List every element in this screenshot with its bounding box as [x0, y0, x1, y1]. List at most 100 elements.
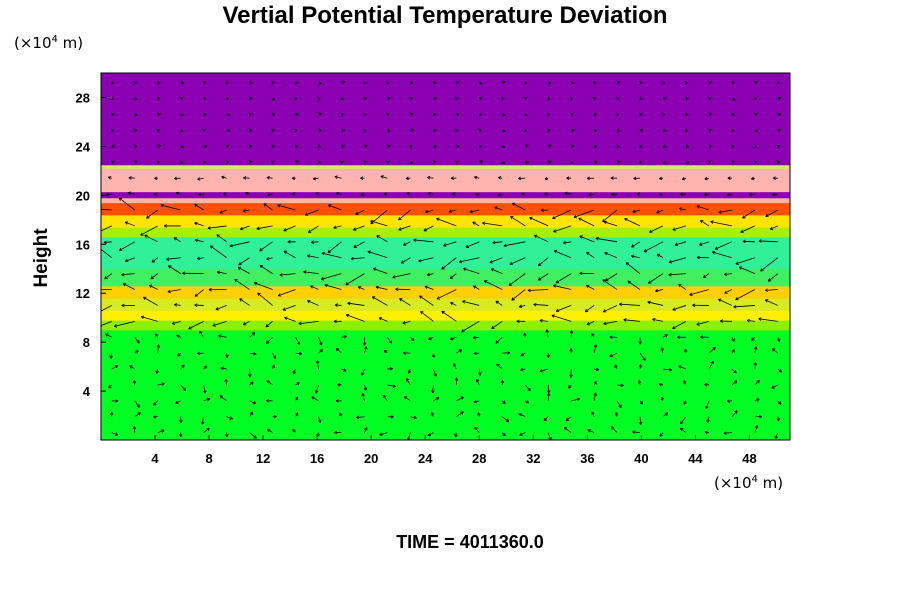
vector-arrow — [765, 209, 779, 218]
vector-arrow — [134, 350, 139, 354]
vector-arrow — [104, 273, 113, 280]
vector-arrow — [318, 349, 324, 354]
vector-arrow — [727, 176, 732, 180]
vector-arrow — [410, 81, 414, 85]
vector-arrow — [588, 192, 595, 197]
vector-arrow — [616, 144, 620, 149]
vector-arrow — [363, 96, 367, 101]
vector-arrow — [639, 128, 643, 133]
vector-arrow — [410, 128, 414, 132]
vector-arrow — [518, 176, 526, 181]
vector-arrow — [764, 288, 778, 293]
vector-arrow — [423, 225, 434, 232]
vector-arrow — [742, 209, 756, 219]
vector-arrow — [632, 430, 641, 434]
vector-arrow — [524, 384, 531, 392]
vector-arrow — [134, 112, 138, 117]
vector-arrow — [592, 97, 596, 101]
vector-arrow — [616, 129, 621, 133]
vector-arrow — [473, 399, 480, 404]
vector-arrow — [547, 96, 551, 101]
vector-arrow — [111, 399, 119, 403]
vector-arrow — [520, 367, 526, 372]
vector-arrow — [593, 112, 597, 117]
vector-arrow — [661, 112, 665, 117]
vector-arrow — [639, 112, 643, 117]
vector-arrow — [399, 298, 411, 306]
vector-arrow — [361, 393, 365, 401]
vector-arrow — [317, 97, 321, 101]
vector-arrow — [341, 144, 345, 149]
y-tick-label: 20 — [76, 188, 90, 203]
vector-arrow — [203, 397, 211, 402]
vector-arrow — [387, 337, 392, 344]
vector-arrow — [386, 80, 390, 85]
vector-arrow — [537, 273, 549, 281]
vector-arrow — [341, 80, 345, 85]
vector-arrow — [295, 112, 299, 117]
vector-arrow — [754, 379, 760, 386]
vector-arrow — [475, 192, 480, 197]
vector-arrow — [696, 320, 710, 326]
vector-arrow — [398, 225, 411, 231]
x-tick-label: 36 — [580, 451, 594, 466]
vector-arrow — [571, 128, 575, 133]
vector-arrow — [508, 273, 526, 286]
vector-arrow — [156, 344, 161, 354]
vector-arrow — [553, 250, 572, 259]
vector-arrow — [167, 289, 181, 294]
vector-arrow — [564, 191, 572, 196]
vector-arrow — [203, 144, 208, 149]
vector-arrow — [315, 192, 319, 196]
vector-arrow — [738, 266, 756, 274]
vector-arrow — [639, 96, 643, 101]
vector-arrow — [353, 225, 365, 231]
vector-arrow — [672, 320, 687, 329]
vector-arrow — [708, 112, 713, 117]
vector-arrow — [602, 279, 618, 290]
vector-arrow — [105, 333, 112, 338]
vector-arrow — [156, 160, 160, 165]
vector-arrow — [395, 287, 411, 292]
vector-arrow — [355, 209, 365, 215]
vector-arrow — [696, 205, 710, 211]
vector-arrow — [209, 245, 227, 259]
vector-arrow — [774, 432, 779, 440]
vector-arrow — [103, 240, 112, 245]
vector-arrow — [569, 96, 574, 101]
field-layer-6 — [101, 236, 790, 270]
vector-arrow — [403, 396, 411, 402]
vector-arrow — [166, 257, 181, 261]
vector-arrow — [179, 97, 184, 101]
vector-arrow — [219, 395, 227, 402]
vector-arrow — [194, 221, 204, 227]
vector-arrow — [731, 144, 735, 149]
vector-arrow — [511, 202, 526, 211]
vector-arrow — [427, 175, 434, 180]
vector-arrow — [134, 412, 141, 418]
vector-arrow — [134, 400, 140, 408]
vector-arrow — [772, 192, 778, 197]
vector-arrow — [585, 284, 595, 290]
vector-arrow — [340, 112, 344, 117]
vector-arrow — [483, 280, 503, 290]
vector-arrow — [428, 336, 434, 341]
vector-arrow — [685, 144, 689, 149]
vector-arrow — [452, 363, 457, 370]
vector-arrow — [662, 96, 667, 101]
vector-arrow — [478, 96, 483, 101]
vector-arrow — [224, 378, 228, 386]
field-layer-13 — [101, 164, 790, 169]
vector-arrow — [249, 96, 253, 101]
vector-arrow — [294, 396, 299, 402]
vector-arrow — [272, 112, 276, 117]
vector-arrow — [473, 351, 480, 356]
vector-arrow — [456, 112, 460, 117]
vector-arrow — [433, 144, 437, 149]
vector-arrow — [659, 192, 664, 197]
y-unit-exponent: 4 — [51, 34, 58, 45]
vector-arrow — [524, 112, 528, 117]
field-layer-11 — [101, 191, 790, 199]
vector-arrow — [363, 384, 368, 391]
vector-arrow — [570, 144, 574, 149]
